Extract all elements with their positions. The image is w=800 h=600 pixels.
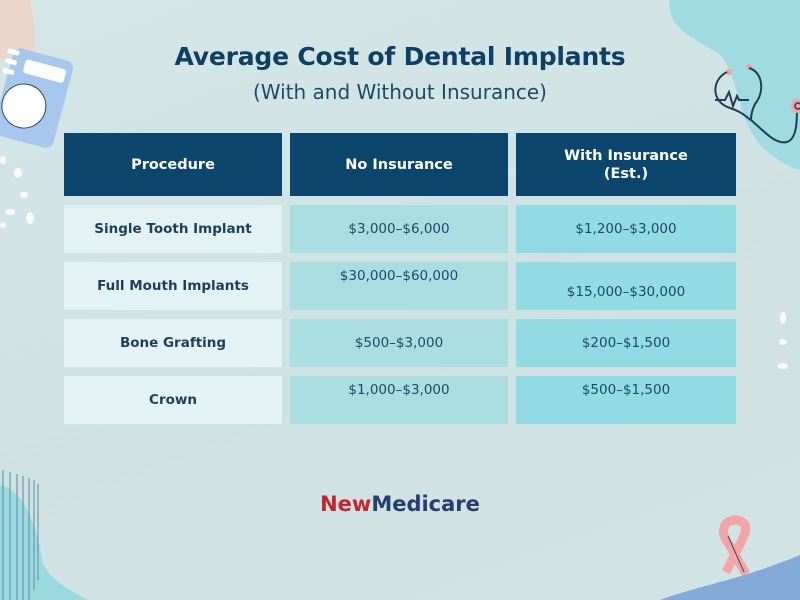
page-title: Average Cost of Dental Implants	[174, 42, 626, 71]
with-insurance-cell: $1,200–$3,000	[516, 205, 736, 253]
column-header-with-insurance: With Insurance (Est.)	[516, 133, 736, 196]
with-insurance-cell: $500–$1,500	[516, 376, 736, 424]
with-insurance-cell: $15,000–$30,000	[516, 262, 736, 310]
column-header-line2: (Est.)	[603, 165, 649, 182]
procedure-cell: Full Mouth Implants	[64, 262, 282, 310]
procedure-cell: Crown	[64, 376, 282, 424]
no-insurance-cell: $3,000–$6,000	[290, 205, 508, 253]
brand-logo: NewMedicare	[0, 492, 800, 516]
page-subtitle: (With and Without Insurance)	[252, 80, 547, 104]
awareness-ribbon-icon	[719, 515, 751, 577]
table-row: Full Mouth Implants $30,000–$60,000 $15,…	[64, 262, 736, 310]
teal-blob-top-right	[669, 0, 800, 170]
column-header-procedure: Procedure	[64, 133, 282, 196]
procedure-cell: Single Tooth Implant	[64, 205, 282, 253]
table-row: Crown $1,000–$3,000 $500–$1,500	[64, 376, 736, 424]
blue-wave-bottom-right	[660, 555, 800, 600]
table-row: Single Tooth Implant $3,000–$6,000 $1,20…	[64, 205, 736, 253]
column-header-line1: With Insurance	[564, 147, 688, 164]
table-row: Bone Grafting $500–$3,000 $200–$1,500	[64, 319, 736, 367]
no-insurance-cell: $1,000–$3,000	[290, 376, 508, 424]
column-header-no-insurance: No Insurance	[290, 133, 508, 196]
white-tooth-fragments-right	[778, 312, 788, 369]
brand-part-new: New	[320, 492, 372, 516]
cost-table: Procedure No Insurance With Insurance (E…	[64, 133, 736, 433]
with-insurance-cell: $200–$1,500	[516, 319, 736, 367]
white-tooth-fragments	[0, 156, 34, 228]
table-header-row: Procedure No Insurance With Insurance (E…	[64, 133, 736, 196]
teal-wave-bottom-left	[0, 470, 88, 600]
no-insurance-cell: $30,000–$60,000	[290, 262, 508, 310]
procedure-cell: Bone Grafting	[64, 319, 282, 367]
dental-xray-card-icon	[0, 0, 74, 228]
stethoscope-icon	[714, 64, 800, 144]
no-insurance-cell: $500–$3,000	[290, 319, 508, 367]
brand-part-medicare: Medicare	[371, 492, 480, 516]
